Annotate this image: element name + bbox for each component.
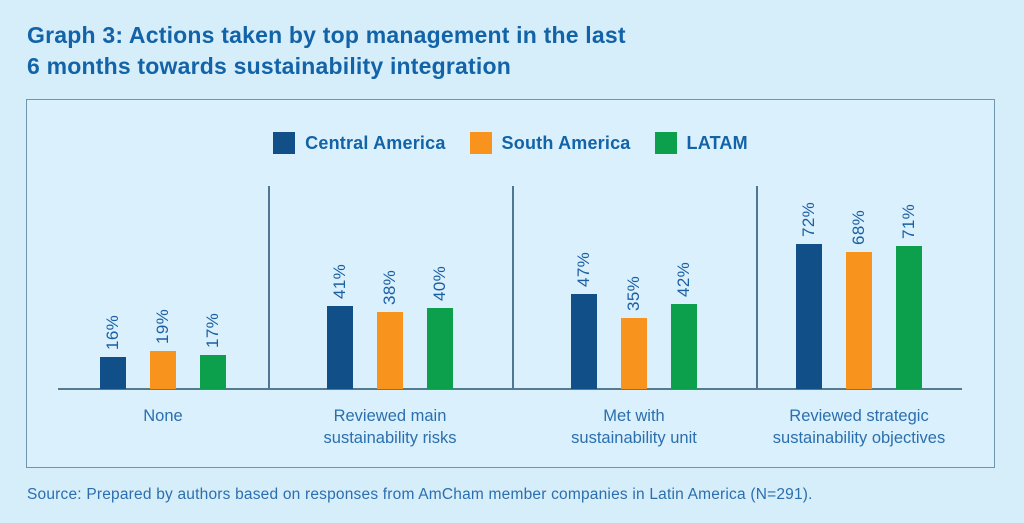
legend-item: South America xyxy=(469,132,631,154)
category-label: None xyxy=(143,407,183,425)
bar-value-label: 68% xyxy=(849,210,868,245)
legend-label: South America xyxy=(501,132,631,153)
bar-value-label: 72% xyxy=(799,202,818,237)
legend-label: LATAM xyxy=(686,132,748,153)
legend-swatch-icon xyxy=(469,132,492,154)
bar xyxy=(200,355,226,389)
bar-column: 72% xyxy=(796,202,822,389)
bar-group: 72% 68% 71% xyxy=(756,167,962,389)
group-divider-line xyxy=(268,186,270,389)
bar-column: 42% xyxy=(671,262,697,389)
legend-item: Central America xyxy=(273,132,445,154)
bar xyxy=(671,304,697,389)
bar xyxy=(327,306,353,389)
bar-value-label: 38% xyxy=(380,270,399,305)
bar-value-label: 47% xyxy=(574,252,593,287)
bar-group: 41% 38% 40% xyxy=(268,167,512,389)
category-label: Reviewed strategic sustainability object… xyxy=(772,407,946,447)
bar-value-label: 19% xyxy=(153,309,172,344)
legend-label: Central America xyxy=(305,132,446,153)
bar-column: 47% xyxy=(571,252,597,389)
chart-legend: Central America South America LATAM xyxy=(27,132,994,154)
legend-swatch-icon xyxy=(273,132,296,154)
bar xyxy=(896,246,922,389)
bar-value-label: 16% xyxy=(103,315,122,350)
group-divider-line xyxy=(756,186,758,389)
bar-column: 41% xyxy=(327,264,353,389)
bar-value-label: 35% xyxy=(624,276,643,311)
bar xyxy=(796,244,822,389)
bar-group: 16% 19% 17% xyxy=(58,167,268,389)
bar-column: 16% xyxy=(100,315,126,389)
category-label: Reviewed main sustainability risks xyxy=(323,407,457,447)
chart-title: Graph 3: Actions taken by top management… xyxy=(27,22,626,79)
bar xyxy=(571,294,597,389)
bar-column: 19% xyxy=(150,309,176,389)
bar xyxy=(621,318,647,389)
bar xyxy=(846,252,872,389)
bar xyxy=(100,357,126,389)
bar-value-label: 71% xyxy=(899,204,918,239)
bar-group: 47% 35% 42% xyxy=(512,167,756,389)
x-axis-line xyxy=(58,388,962,390)
bar-value-label: 42% xyxy=(674,262,693,297)
legend-item: LATAM xyxy=(654,132,748,154)
plot-area: 16% 19% 17% 41% 38% 40% 47% 35% 42% 72% 68% 71% xyxy=(58,167,962,390)
bar-value-label: 41% xyxy=(330,264,349,299)
group-divider-line xyxy=(512,186,514,389)
bar-value-label: 17% xyxy=(203,313,222,348)
bar xyxy=(427,308,453,389)
bar-column: 40% xyxy=(427,266,453,389)
bar-value-label: 40% xyxy=(430,266,449,301)
bar-column: 35% xyxy=(621,276,647,389)
bar xyxy=(150,351,176,389)
bar xyxy=(377,312,403,389)
category-label: Met with sustainability unit xyxy=(571,407,697,447)
bar-column: 71% xyxy=(896,204,922,389)
legend-swatch-icon xyxy=(654,132,677,154)
bar-column: 17% xyxy=(200,313,226,389)
source-note: Source: Prepared by authors based on res… xyxy=(27,486,813,503)
bar-column: 68% xyxy=(846,210,872,389)
chart-panel: Central America South America LATAM 16% 19%… xyxy=(26,99,995,468)
bar-column: 38% xyxy=(377,270,403,389)
